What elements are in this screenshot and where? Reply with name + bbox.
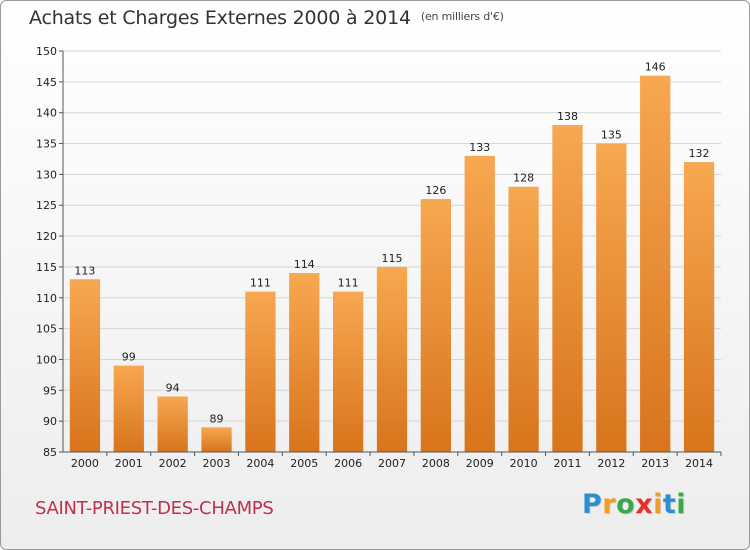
value-label-2002: 94 (166, 381, 180, 394)
x-tick-label-2004: 2004 (246, 457, 274, 470)
bar-2000[interactable] (69, 279, 101, 452)
bar-2002[interactable] (157, 396, 188, 452)
chart-unit: (en milliers d'€) (420, 10, 504, 23)
y-tick-label: 90 (43, 415, 57, 428)
proxiti-logo[interactable]: Proxiti (582, 489, 686, 520)
x-tick-label-2013: 2013 (641, 457, 669, 470)
logo-letter-0: P (582, 489, 603, 520)
x-tick-label-2001: 2001 (115, 457, 143, 470)
value-label-2006: 111 (338, 277, 359, 290)
x-tick-label-2014: 2014 (685, 457, 713, 470)
y-tick-label: 125 (36, 199, 57, 212)
logo-letter-2: o (616, 489, 636, 520)
y-tick-label: 120 (36, 230, 57, 243)
value-label-2005: 114 (294, 258, 315, 271)
x-tick-label-2010: 2010 (510, 457, 538, 470)
x-tick-label-2012: 2012 (597, 457, 625, 470)
bar-2008[interactable] (420, 199, 452, 452)
x-tick-label-2000: 2000 (71, 457, 99, 470)
bar-2004[interactable] (245, 291, 276, 452)
y-tick-label: 105 (36, 323, 57, 336)
value-label-2011: 138 (557, 110, 578, 123)
value-label-2000: 113 (74, 264, 95, 277)
value-label-2013: 146 (645, 61, 666, 74)
value-label-2010: 128 (513, 172, 534, 185)
value-label-2012: 135 (601, 129, 622, 142)
bar-2001[interactable] (113, 365, 144, 452)
bar-2007[interactable] (376, 266, 408, 452)
x-tick-label-2011: 2011 (553, 457, 581, 470)
bar-2009[interactable] (464, 155, 495, 452)
y-tick-label: 95 (43, 384, 57, 397)
bar-2003[interactable] (201, 427, 232, 452)
bar-2010[interactable] (508, 186, 539, 452)
logo-letter-4: i (653, 489, 663, 520)
x-tick-label-2007: 2007 (378, 457, 406, 470)
y-tick-label: 115 (36, 261, 57, 274)
value-label-2004: 111 (250, 277, 271, 290)
y-tick-label: 130 (36, 168, 57, 181)
y-tick-label: 135 (36, 138, 57, 151)
axes: 85 90 95 100 105 110 115 120 125 130 135 140 145 150 2… (36, 45, 722, 470)
bars: 113 99 94 89 111 114 111 115 126 133 128 138 135 146 1… (69, 61, 715, 453)
commune-name: SAINT-PRIEST-DES-CHAMPS (35, 498, 274, 519)
logo-letter-1: r (602, 489, 617, 520)
chart-title: Achats et Charges Externes 2000 à 2014 (e… (29, 7, 504, 29)
bar-2005[interactable] (289, 273, 320, 452)
bar-2013[interactable] (640, 75, 671, 452)
bar-2012[interactable] (596, 143, 627, 453)
x-tick-label-2003: 2003 (203, 457, 231, 470)
chart-title-text: Achats et Charges Externes 2000 à 2014 (29, 7, 411, 29)
bar-2006[interactable] (332, 291, 364, 452)
y-tick-label: 110 (36, 292, 57, 305)
logo-letter-6: i (676, 489, 687, 520)
x-tick-label-2008: 2008 (422, 457, 450, 470)
x-tick-label-2006: 2006 (334, 457, 362, 470)
x-tick-label-2005: 2005 (290, 457, 318, 470)
value-label-2014: 132 (689, 147, 710, 160)
value-label-2008: 126 (425, 184, 446, 197)
value-label-2007: 115 (382, 252, 403, 265)
y-tick-label: 150 (36, 45, 57, 58)
y-tick-label: 145 (36, 76, 57, 89)
y-tick-label: 100 (36, 353, 57, 366)
bar-2014[interactable] (683, 162, 715, 453)
logo-letter-3: x (635, 489, 654, 520)
value-label-2003: 89 (210, 412, 224, 425)
logo-letter-5: t (662, 489, 677, 520)
bar-2011[interactable] (552, 125, 583, 453)
x-tick-label-2009: 2009 (466, 457, 494, 470)
x-tick-label-2002: 2002 (159, 457, 187, 470)
value-label-2001: 99 (122, 351, 136, 364)
y-tick-label: 85 (43, 446, 57, 459)
y-tick-label: 140 (36, 107, 57, 120)
value-label-2009: 133 (469, 141, 490, 154)
